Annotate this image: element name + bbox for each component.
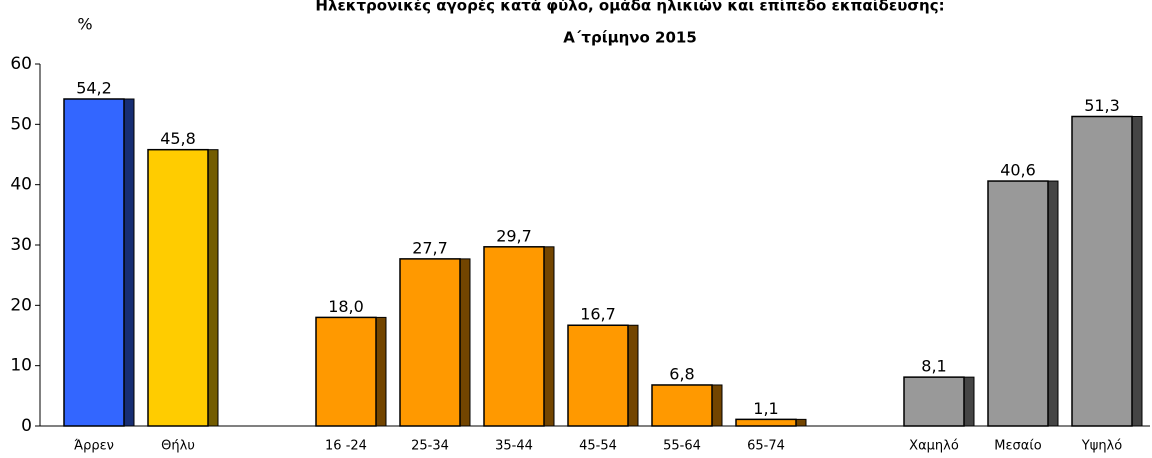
y-axis-label: % xyxy=(77,15,92,34)
bar xyxy=(63,98,125,427)
x-tick-label: 45-54 xyxy=(579,439,617,454)
x-tick-label: Χαμηλό xyxy=(909,439,959,454)
chart-title: Ηλεκτρονικές αγορές κατά φύλο, ομάδα ηλι… xyxy=(315,0,944,15)
x-tick-label: 35-44 xyxy=(495,439,533,454)
x-tick-label: Θήλυ xyxy=(161,439,195,454)
value-label: 29,7 xyxy=(496,226,532,245)
x-tick-label: 65-74 xyxy=(747,439,785,454)
bar xyxy=(987,180,1049,427)
bar xyxy=(903,376,965,427)
bar-side xyxy=(207,149,219,427)
bar-side xyxy=(963,376,975,427)
value-label: 51,3 xyxy=(1084,96,1120,115)
bar xyxy=(483,246,545,427)
bar xyxy=(1071,115,1133,427)
x-tick-label: Άρρεν xyxy=(74,439,114,454)
y-tick-label: 50 xyxy=(10,114,32,134)
y-tick-label: 10 xyxy=(10,356,32,376)
x-tick-label: 55-64 xyxy=(663,439,701,454)
y-tick-label: 30 xyxy=(10,235,32,255)
value-label: 16,7 xyxy=(580,305,616,324)
value-label: 27,7 xyxy=(412,238,448,257)
value-label: 8,1 xyxy=(921,357,946,376)
bar xyxy=(735,418,797,427)
value-label: 45,8 xyxy=(160,129,196,148)
x-tick-label: Υψηλό xyxy=(1081,439,1122,454)
bar-side xyxy=(1047,180,1059,427)
bar xyxy=(567,324,629,427)
value-label: 18,0 xyxy=(328,297,364,316)
x-tick-label: Μεσαίο xyxy=(994,439,1041,454)
bar xyxy=(651,384,713,427)
y-tick-label: 60 xyxy=(10,54,32,74)
value-label: 6,8 xyxy=(669,364,694,383)
value-label: 54,2 xyxy=(76,78,112,97)
y-tick-label: 0 xyxy=(21,416,32,436)
bar-side xyxy=(123,98,135,427)
x-tick-label: 25-34 xyxy=(411,439,449,454)
x-tick-label: 16 -24 xyxy=(325,439,367,454)
bar xyxy=(147,148,209,427)
y-tick-label: 40 xyxy=(10,175,32,195)
bar-side xyxy=(627,324,639,427)
chart-title: Α΄τρίμηνο 2015 xyxy=(563,29,697,47)
bar-side xyxy=(711,384,723,427)
bar-side xyxy=(795,418,807,427)
value-label: 40,6 xyxy=(1000,161,1036,180)
bar-side xyxy=(375,316,387,427)
bar xyxy=(399,258,461,427)
bar xyxy=(315,316,377,427)
value-label: 1,1 xyxy=(753,399,778,418)
bar-side xyxy=(1131,115,1143,427)
bar-side xyxy=(543,246,555,427)
bar-side xyxy=(459,258,471,427)
y-tick-label: 20 xyxy=(10,295,32,315)
